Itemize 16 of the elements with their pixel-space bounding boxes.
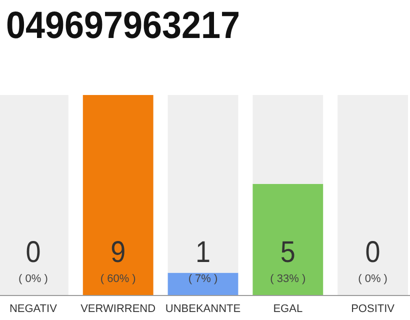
x-tick-label: VERWIRREND: [80, 303, 156, 315]
data-label: 1: [196, 236, 212, 269]
annotation: ( 7% ): [188, 273, 218, 285]
x-tick-label: NEGATIV: [9, 303, 58, 315]
data-label: 9: [110, 236, 128, 269]
x-tick-label: UNBEKANNTE: [165, 303, 241, 315]
annotation: 0: [365, 236, 382, 269]
annotation: ( 33% ): [270, 273, 306, 285]
annotation: ( 0% ): [358, 273, 388, 285]
data-label: 5: [280, 236, 298, 269]
x-tick-label: POSITIV: [351, 303, 396, 315]
annotation: ( 0% ): [18, 273, 48, 285]
chart-title: 049697963217: [6, 5, 260, 47]
x-tick-label: EGAL: [273, 303, 303, 315]
annotation: ( 60% ): [100, 273, 136, 285]
annotation: 0: [26, 236, 42, 269]
